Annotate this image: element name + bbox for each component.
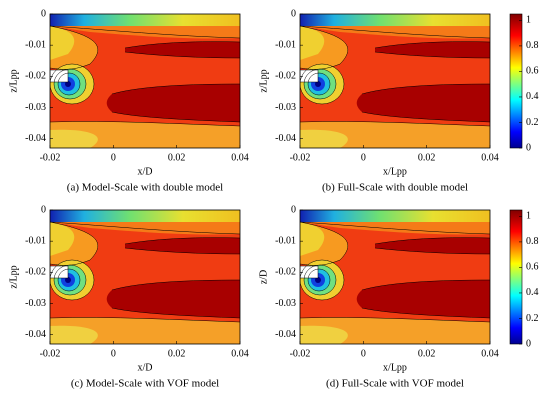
y-tick-label: -0.03 xyxy=(25,102,46,113)
y-axis-label: z/Lpp xyxy=(258,69,269,92)
colorbar-gradient xyxy=(509,13,523,149)
x-tick-label: 0.04 xyxy=(231,152,249,163)
colorbar-tick-label: 0 xyxy=(526,338,531,349)
y-tick-label: -0.01 xyxy=(25,235,46,246)
x-tick-label: 0.02 xyxy=(418,152,436,163)
plot-frame xyxy=(299,13,491,149)
colorbar-tick-label: 1 xyxy=(526,15,531,26)
x-tick-label: 0 xyxy=(111,348,116,359)
colorbar-tick-label: 0.4 xyxy=(526,287,539,298)
x-tick-label: 0.02 xyxy=(418,348,436,359)
caption: (c) Model-Scale with VOF model xyxy=(71,378,219,390)
y-tick-label: -0.01 xyxy=(25,39,46,50)
x-tick-label: -0.02 xyxy=(40,348,61,359)
y-tick-label: 0 xyxy=(291,204,296,215)
colorbar-tick-label: 0.6 xyxy=(526,66,539,77)
colorbar-tick-label: 0.4 xyxy=(526,91,539,102)
y-tick-label: -0.04 xyxy=(275,133,296,144)
colorbar-gradient xyxy=(509,209,523,345)
x-tick-label: -0.02 xyxy=(290,348,311,359)
panel: -0.02 0 0.02 0.04 0 -0.01 -0.02 -0.03 -0.04 x/Lpp… xyxy=(258,8,538,193)
y-tick-label: -0.04 xyxy=(275,329,296,340)
plot-frame xyxy=(299,209,491,345)
colorbar-tick-label: 0.8 xyxy=(526,40,539,51)
contour-field xyxy=(300,14,490,148)
y-axis-label: z/Lpp xyxy=(8,265,19,288)
y-tick-label: 0 xyxy=(291,8,296,19)
y-tick-label: 0 xyxy=(41,204,46,215)
caption: (b) Full-Scale with double model xyxy=(322,182,468,194)
panel: -0.02 0 0.02 0.04 0 -0.01 -0.02 -0.03 -0.04 x/Lpp… xyxy=(258,204,538,389)
colorbar-tick-label: 0.8 xyxy=(526,236,539,247)
colorbar-tick-label: 0.2 xyxy=(526,313,539,324)
caption: (d) Full-Scale with VOF model xyxy=(326,378,464,390)
y-axis-label: z/Lpp xyxy=(8,69,19,92)
y-tick-label: -0.03 xyxy=(275,298,296,309)
x-axis-label: x/D xyxy=(138,166,153,177)
y-tick-label: 0 xyxy=(41,8,46,19)
plot-frame xyxy=(49,209,241,345)
colorbar-tick-label: 0 xyxy=(526,142,531,153)
plot-frame xyxy=(49,13,241,149)
contour-field xyxy=(50,14,240,148)
colorbar: 0 0.2 0.4 0.6 0.8 1 xyxy=(509,209,539,349)
y-tick-label: -0.03 xyxy=(275,102,296,113)
contour-field xyxy=(300,210,490,344)
y-tick-label: -0.01 xyxy=(275,39,296,50)
contour-field xyxy=(50,210,240,344)
colorbar-tick-label: 0.6 xyxy=(526,262,539,273)
x-tick-label: 0 xyxy=(361,348,366,359)
y-tick-label: -0.01 xyxy=(275,235,296,246)
y-tick-label: -0.02 xyxy=(25,267,46,278)
y-tick-label: -0.02 xyxy=(275,71,296,82)
x-axis-label: x/Lpp xyxy=(383,362,407,373)
x-tick-label: 0 xyxy=(361,152,366,163)
y-tick-label: -0.04 xyxy=(25,329,46,340)
colorbar-tick-label: 0.2 xyxy=(526,117,539,128)
y-tick-label: -0.02 xyxy=(275,267,296,278)
x-tick-label: -0.02 xyxy=(290,152,311,163)
x-tick-label: 0.04 xyxy=(481,152,499,163)
x-tick-label: 0.02 xyxy=(168,348,186,359)
x-tick-label: 0.04 xyxy=(481,348,499,359)
colorbar-tick-label: 1 xyxy=(526,211,531,222)
x-tick-label: 0.02 xyxy=(168,152,186,163)
x-tick-label: 0 xyxy=(111,152,116,163)
x-tick-label: 0.04 xyxy=(231,348,249,359)
panel: -0.02 0 0.02 0.04 0 -0.01 -0.02 -0.03 -0.04 x/D z/… xyxy=(8,8,248,193)
x-tick-label: -0.02 xyxy=(40,152,61,163)
x-axis-label: x/D xyxy=(138,362,153,373)
y-tick-label: -0.04 xyxy=(25,133,46,144)
x-axis-label: x/Lpp xyxy=(383,166,407,177)
panel: -0.02 0 0.02 0.04 0 -0.01 -0.02 -0.03 -0.04 x/D z/… xyxy=(8,204,248,389)
y-tick-label: -0.03 xyxy=(25,298,46,309)
caption: (a) Model-Scale with double model xyxy=(67,182,223,194)
y-tick-label: -0.02 xyxy=(25,71,46,82)
y-axis-label: z/D xyxy=(258,270,269,284)
colorbar: 0 0.2 0.4 0.6 0.8 1 xyxy=(509,13,539,153)
